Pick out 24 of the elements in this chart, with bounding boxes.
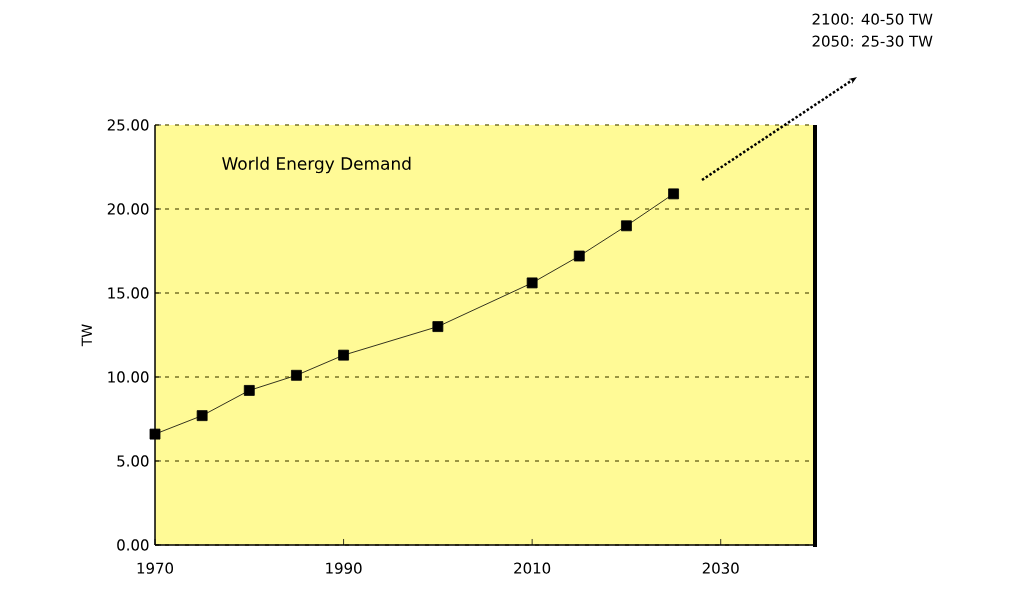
point xyxy=(243,385,255,396)
y-tick-label: 15.00 xyxy=(108,287,149,299)
point xyxy=(432,321,444,332)
point xyxy=(668,188,679,200)
point xyxy=(291,369,302,381)
text: 2050: 25-30 TW xyxy=(812,35,933,47)
point xyxy=(573,250,585,262)
x-tick-label: 1990 xyxy=(326,562,362,574)
text: World Energy Demand xyxy=(222,156,411,174)
x-tick-label: 2030 xyxy=(702,562,739,574)
y-tick-label: 0.00 xyxy=(117,539,149,551)
x-tick-label: 2010 xyxy=(514,562,551,574)
text: 2100: 40-50 TW xyxy=(812,13,933,25)
y-tick-label: 10.00 xyxy=(108,371,149,383)
x-tick-label: 1970 xyxy=(137,562,174,574)
y-axis-title: TW xyxy=(81,324,92,347)
point xyxy=(338,349,349,361)
point xyxy=(621,220,632,232)
y-tick-label: 5.00 xyxy=(117,455,149,467)
point xyxy=(196,410,208,422)
y-tick-label: 25.00 xyxy=(107,119,149,131)
point xyxy=(526,277,538,289)
y-tick-label: 20.00 xyxy=(107,203,149,215)
point xyxy=(149,428,161,440)
